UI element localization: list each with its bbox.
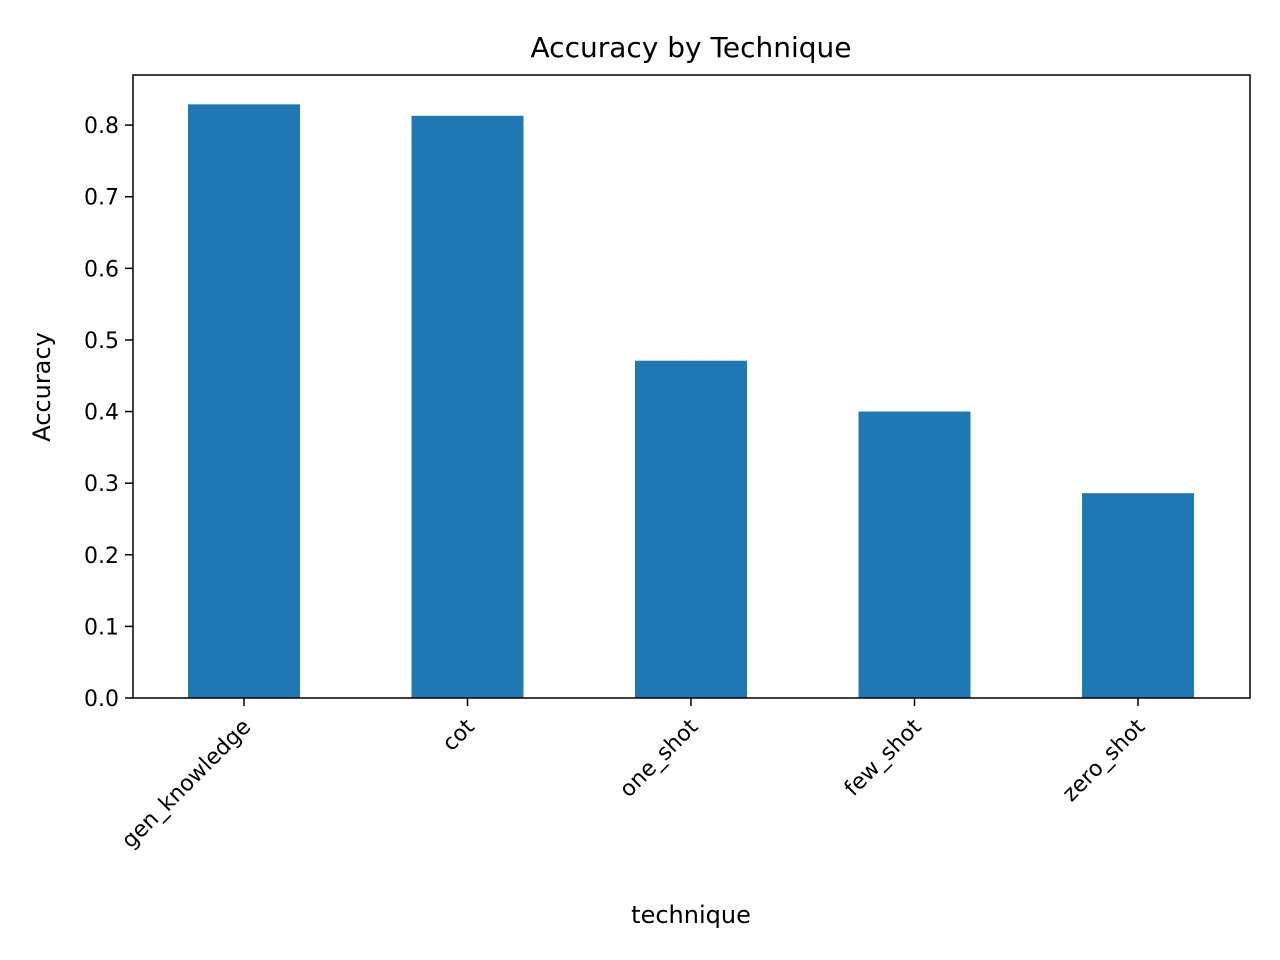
x-tick-label: one_shot: [615, 714, 703, 802]
bar-zero-shot: [1082, 493, 1194, 698]
x-tick-label: few_shot: [840, 714, 927, 801]
x-axis-label: technique: [631, 901, 751, 929]
bar-few-shot: [858, 411, 971, 698]
y-tick-label: 0.4: [84, 401, 119, 426]
chart-title: Accuracy by Technique: [531, 31, 852, 64]
bar-gen-knowledge: [188, 104, 300, 699]
bars-group: [188, 104, 1194, 699]
y-tick-label: 0.5: [84, 329, 119, 354]
x-tick-label: cot: [438, 714, 480, 756]
x-tick-label: zero_shot: [1058, 714, 1151, 807]
y-tick-label: 0.6: [84, 257, 119, 282]
y-tick-label: 0.1: [84, 615, 119, 640]
y-tick-label: 0.7: [84, 186, 119, 211]
x-tick-label: gen_knowledge: [117, 715, 256, 854]
y-axis-label: Accuracy: [28, 332, 56, 442]
y-tick-label: 0.2: [84, 544, 119, 569]
y-axis-ticks: 0.0 0.1 0.2 0.3 0.4 0.5 0.6 0.7 0.8: [84, 114, 133, 712]
y-tick-label: 0.8: [84, 114, 119, 139]
plot-frame: [132, 74, 1251, 699]
y-tick-label: 0.3: [84, 472, 119, 497]
bar-one-shot: [635, 360, 747, 698]
x-axis-ticks: gen_knowledge cot one_shot few_shot zero_sho…: [117, 698, 1150, 854]
y-tick-label: 0.0: [84, 687, 119, 712]
bar-cot: [411, 115, 524, 698]
